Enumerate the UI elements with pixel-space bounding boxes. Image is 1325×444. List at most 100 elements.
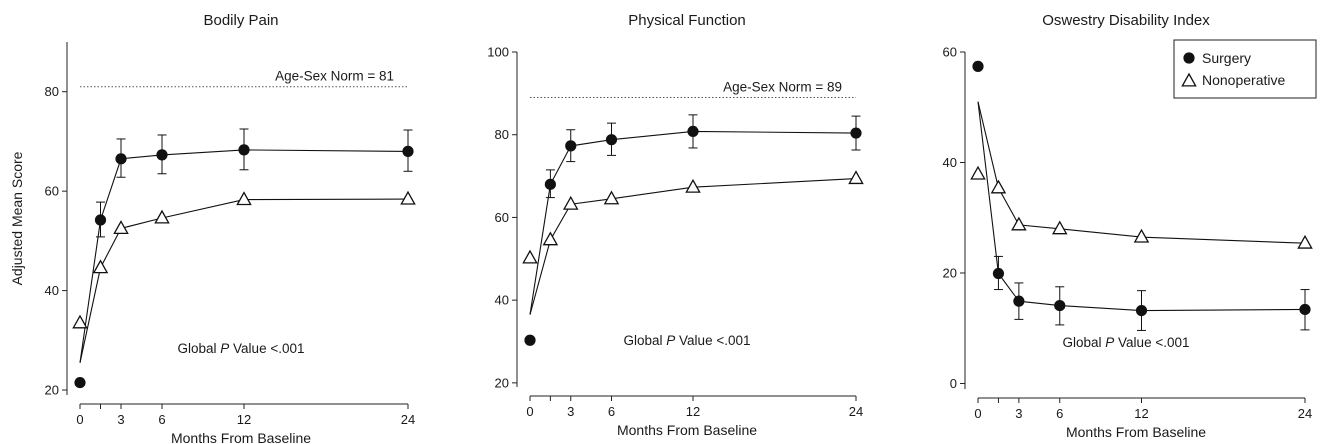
data-point-nonoperative (92, 259, 109, 274)
y-tick-label: 60 (495, 210, 509, 225)
data-point-nonoperative (848, 170, 864, 185)
x-tick-label: 0 (76, 412, 83, 427)
legend: Surgery Nonoperative (1173, 39, 1317, 99)
y-tick-label: 60 (943, 45, 957, 60)
chart-title: Physical Function (628, 12, 746, 29)
series-line-surgery (79, 149, 409, 363)
chart-title: Oswestry Disability Index (1042, 12, 1210, 29)
data-point-nonoperative (1011, 216, 1027, 231)
x-tick-label: 24 (401, 412, 415, 427)
legend-marker-nonoperative (1181, 72, 1197, 87)
data-point-nonoperative (1297, 234, 1313, 249)
series-nonoperative (522, 170, 864, 315)
x-axis-label: Months From Baseline (617, 422, 757, 438)
x-tick-label: 0 (526, 404, 533, 419)
data-point-surgery (1299, 303, 1311, 316)
data-point-nonoperative (603, 190, 620, 205)
data-point-surgery (402, 145, 414, 157)
y-tick-label: 20 (495, 375, 509, 390)
y-tick-label: 80 (495, 127, 509, 142)
legend-marker-surgery (1183, 52, 1195, 64)
y-tick-label: 20 (943, 265, 957, 280)
series-line-nonoperative (79, 198, 409, 363)
chart-title: Bodily Pain (203, 12, 278, 29)
x-tick-label: 12 (1134, 406, 1148, 421)
x-tick-label: 6 (158, 412, 165, 427)
global-p-annotation: Global P Value <.001 (178, 341, 305, 356)
data-point-nonoperative (685, 178, 701, 193)
series-line-nonoperative (977, 101, 1306, 244)
x-tick-label: 12 (686, 404, 700, 419)
series-nonoperative (970, 101, 1313, 249)
chart-panel-1: Bodily Pain 20 40 60 80 0 3 6 12 24 Months From Ba… (9, 12, 416, 444)
x-tick-label: 0 (974, 406, 981, 421)
annotation-prefix: Global (178, 341, 221, 356)
x-tick-label: 3 (567, 404, 574, 419)
x-tick-label: 6 (1056, 406, 1063, 421)
series-surgery (74, 128, 414, 389)
x-tick-label: 3 (117, 412, 124, 427)
data-point-surgery (605, 134, 618, 146)
data-point-surgery (544, 178, 556, 190)
norm-label: Age-Sex Norm = 89 (723, 79, 842, 94)
x-axis-label: Months From Baseline (1066, 424, 1206, 440)
series-surgery (524, 114, 862, 346)
chart-panel-2: Physical Function 20 40 60 80 100 0 3 6 12 24 Month… (487, 12, 864, 438)
series-nonoperative (72, 190, 416, 363)
data-point-nonoperative (154, 209, 170, 224)
data-point-surgery (94, 214, 107, 226)
annotation-italic: P (666, 333, 675, 348)
baseline-point-nonoperative (72, 314, 88, 329)
baseline-point-surgery (74, 376, 86, 389)
x-axis-label: Months From Baseline (171, 430, 311, 444)
y-tick-label: 40 (943, 155, 957, 170)
y-tick-label: 20 (45, 383, 59, 398)
data-point-nonoperative (113, 220, 129, 234)
data-point-nonoperative (236, 191, 252, 206)
y-axis-label: Adjusted Mean Score (9, 151, 25, 285)
y-tick-label: 40 (495, 293, 509, 308)
data-point-nonoperative (400, 190, 416, 205)
series-line-surgery (977, 101, 1306, 312)
data-point-nonoperative (542, 231, 559, 246)
y-tick-label: 80 (45, 84, 59, 99)
global-p-annotation: Global P Value <.001 (624, 333, 751, 348)
y-tick-label: 60 (45, 184, 59, 199)
data-point-surgery (850, 127, 862, 139)
series-surgery (972, 60, 1311, 331)
data-point-surgery (156, 149, 168, 161)
data-point-nonoperative (990, 179, 1007, 194)
x-tick-label: 12 (237, 412, 251, 427)
annotation-suffix: Value <.001 (1114, 335, 1189, 350)
annotation-suffix: Value <.001 (675, 333, 750, 348)
baseline-point-nonoperative (522, 249, 538, 264)
x-tick-label: 6 (608, 404, 615, 419)
y-tick-label: 0 (950, 376, 957, 391)
data-point-surgery (1013, 295, 1025, 307)
data-point-surgery (238, 144, 250, 156)
series-line-surgery (529, 130, 857, 315)
annotation-italic: P (1105, 335, 1114, 350)
data-point-surgery (1054, 299, 1066, 312)
x-tick-label: 24 (1298, 406, 1312, 421)
annotation-suffix: Value <.001 (229, 341, 304, 356)
annotation-prefix: Global (1063, 335, 1106, 350)
annotation-prefix: Global (624, 333, 667, 348)
data-point-surgery (115, 153, 127, 165)
data-point-nonoperative (1133, 228, 1150, 243)
legend-box (1173, 39, 1317, 99)
legend-label-nonoperative: Nonoperative (1202, 72, 1285, 88)
baseline-point-nonoperative (970, 165, 986, 180)
y-tick-label: 40 (45, 283, 59, 298)
x-tick-label: 3 (1015, 406, 1022, 421)
data-point-nonoperative (562, 195, 579, 210)
data-point-surgery (992, 267, 1005, 280)
data-point-nonoperative (1051, 220, 1068, 235)
data-point-surgery (1135, 304, 1148, 317)
global-p-annotation: Global P Value <.001 (1063, 335, 1190, 350)
norm-label: Age-Sex Norm = 81 (275, 69, 394, 84)
annotation-italic: P (220, 341, 229, 356)
baseline-point-surgery (972, 60, 984, 72)
baseline-point-surgery (524, 334, 536, 346)
